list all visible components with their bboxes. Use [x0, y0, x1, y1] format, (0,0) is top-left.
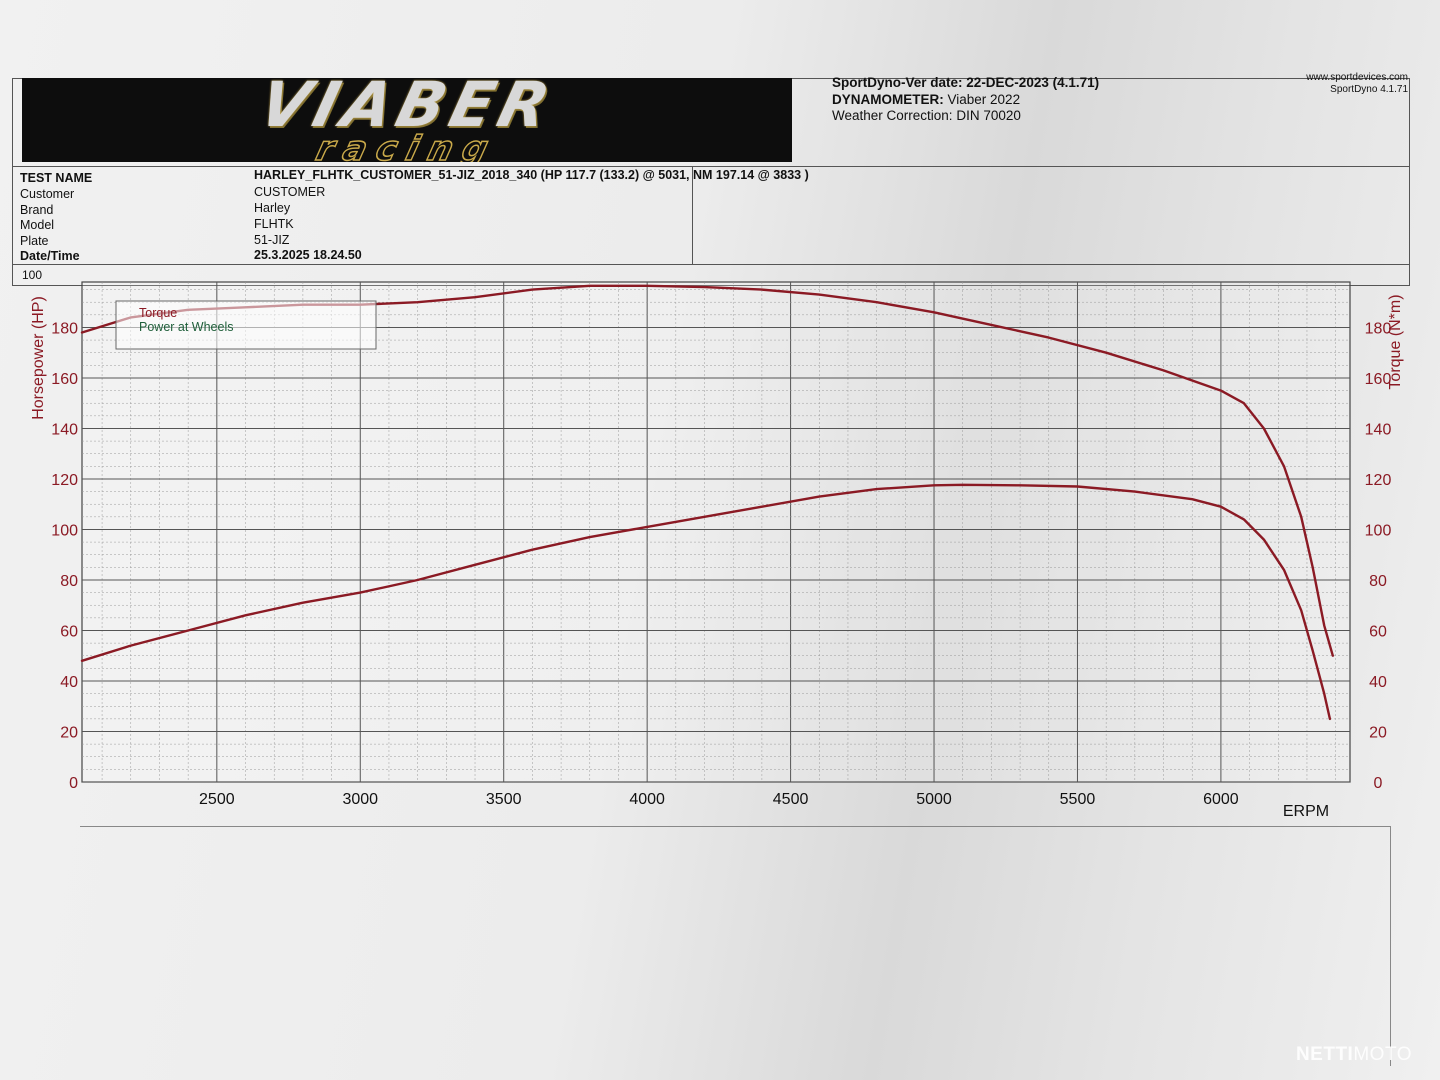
y-tick-label-left: 80: [60, 573, 78, 590]
y-tick-label-left: 140: [51, 421, 78, 438]
y-tick-label-left: 180: [51, 320, 78, 337]
model-label: Model: [20, 218, 55, 232]
date-label: Date/Time: [20, 249, 80, 263]
y-tick-label-left: 20: [60, 724, 78, 741]
x-tick-label: 5000: [916, 791, 952, 808]
weather-value: DIN 70020: [956, 108, 1021, 123]
software-version-small: SportDyno 4.1.71: [1330, 84, 1408, 95]
test-name-value: HARLEY_FLHTK_CUSTOMER_51-JIZ_2018_340 (H…: [254, 168, 809, 182]
x-tick-label: 6000: [1203, 791, 1239, 808]
plot-area: [81, 281, 1351, 783]
y-tick-label-right: 20: [1369, 724, 1387, 741]
y-tick-label-left: 120: [51, 472, 78, 489]
site-url: www.sportdevices.com: [1306, 72, 1408, 83]
y-tick-label-left: 160: [51, 371, 78, 388]
brand-label: Brand: [20, 203, 54, 217]
y-tick-label-right: 40: [1369, 674, 1387, 691]
site-info: www.sportdevices.com SportDyno 4.1.71: [1306, 72, 1408, 96]
legend-entry-torque: Torque: [139, 306, 177, 320]
viaber-logo: VIABER racing: [22, 78, 792, 162]
lower-rule: [80, 826, 1390, 827]
brand-value: Harley: [254, 201, 291, 215]
y-tick-label-left: 0: [69, 775, 78, 792]
power-series-line: [80, 483, 1332, 721]
y-tick-label-right: 120: [1365, 472, 1392, 489]
chart-legend: Torque Power at Wheels: [115, 300, 377, 350]
y-tick-label-right: 100: [1365, 522, 1392, 539]
x-tick-label: 5500: [1060, 791, 1096, 808]
info-column-divider: [692, 166, 693, 264]
y-tick-label-left: 40: [60, 674, 78, 691]
watermark-part2: MOTO: [1353, 1044, 1412, 1065]
weather-label: Weather Correction:: [832, 108, 953, 123]
legend-box: [115, 300, 377, 350]
y-axis-label-right: Torque (N*m): [1387, 294, 1404, 389]
y-tick-label-right: 0: [1374, 775, 1383, 792]
x-tick-label: 3000: [342, 791, 378, 808]
date-value: 25.3.2025 18.24.50: [254, 248, 362, 262]
software-version: SportDyno-Ver date: 22-DEC-2023 (4.1.71): [832, 75, 1099, 91]
test-name-label: TEST NAME: [20, 171, 93, 185]
nettimoto-watermark: NETTIMOTO: [1296, 1044, 1412, 1066]
y-tick-label-right: 180: [1365, 320, 1392, 337]
software-label: SportDyno-Ver date:: [832, 75, 963, 90]
scale-top-value: 100: [22, 268, 43, 282]
axis-ticks: 2500 3000 3500 4000 4500 5000 5500 6000 0 20 40 60 8…: [51, 320, 1391, 808]
x-tick-label: 3500: [486, 791, 522, 808]
weather-correction: Weather Correction: DIN 70020: [832, 108, 1021, 124]
x-tick-label: 4000: [629, 791, 665, 808]
customer-value: CUSTOMER: [254, 185, 326, 199]
info-divider: [12, 264, 1410, 265]
plate-label: Plate: [20, 234, 49, 248]
customer-label: Customer: [20, 187, 75, 201]
y-tick-label-right: 80: [1369, 573, 1387, 590]
y-tick-label-left: 60: [60, 623, 78, 640]
header-divider: [12, 166, 1410, 167]
dyno-label: DYNAMOMETER:: [832, 92, 944, 107]
legend-entry-power: Power at Wheels: [139, 320, 233, 334]
watermark-part1: NETTI: [1295, 1044, 1354, 1065]
y-tick-label-right: 60: [1369, 623, 1387, 640]
y-tick-label-right: 140: [1365, 421, 1392, 438]
x-axis-label: ERPM: [1283, 803, 1329, 820]
y-tick-label-right: 160: [1365, 371, 1392, 388]
x-tick-label: 4500: [773, 791, 809, 808]
y-axis-label-left: Horsepower (HP): [30, 296, 47, 420]
plate-value: 51-JIZ: [254, 233, 290, 247]
x-tick-label: 2500: [199, 791, 235, 808]
y-tick-label-left: 100: [51, 522, 78, 539]
dynamometer-info: DYNAMOMETER: Viaber 2022: [832, 92, 1020, 108]
dyno-value: Viaber 2022: [947, 92, 1021, 107]
software-value: 22-DEC-2023 (4.1.71): [966, 75, 1100, 90]
lower-rule-vertical: [1390, 826, 1391, 1066]
model-value: FLHTK: [254, 217, 294, 231]
